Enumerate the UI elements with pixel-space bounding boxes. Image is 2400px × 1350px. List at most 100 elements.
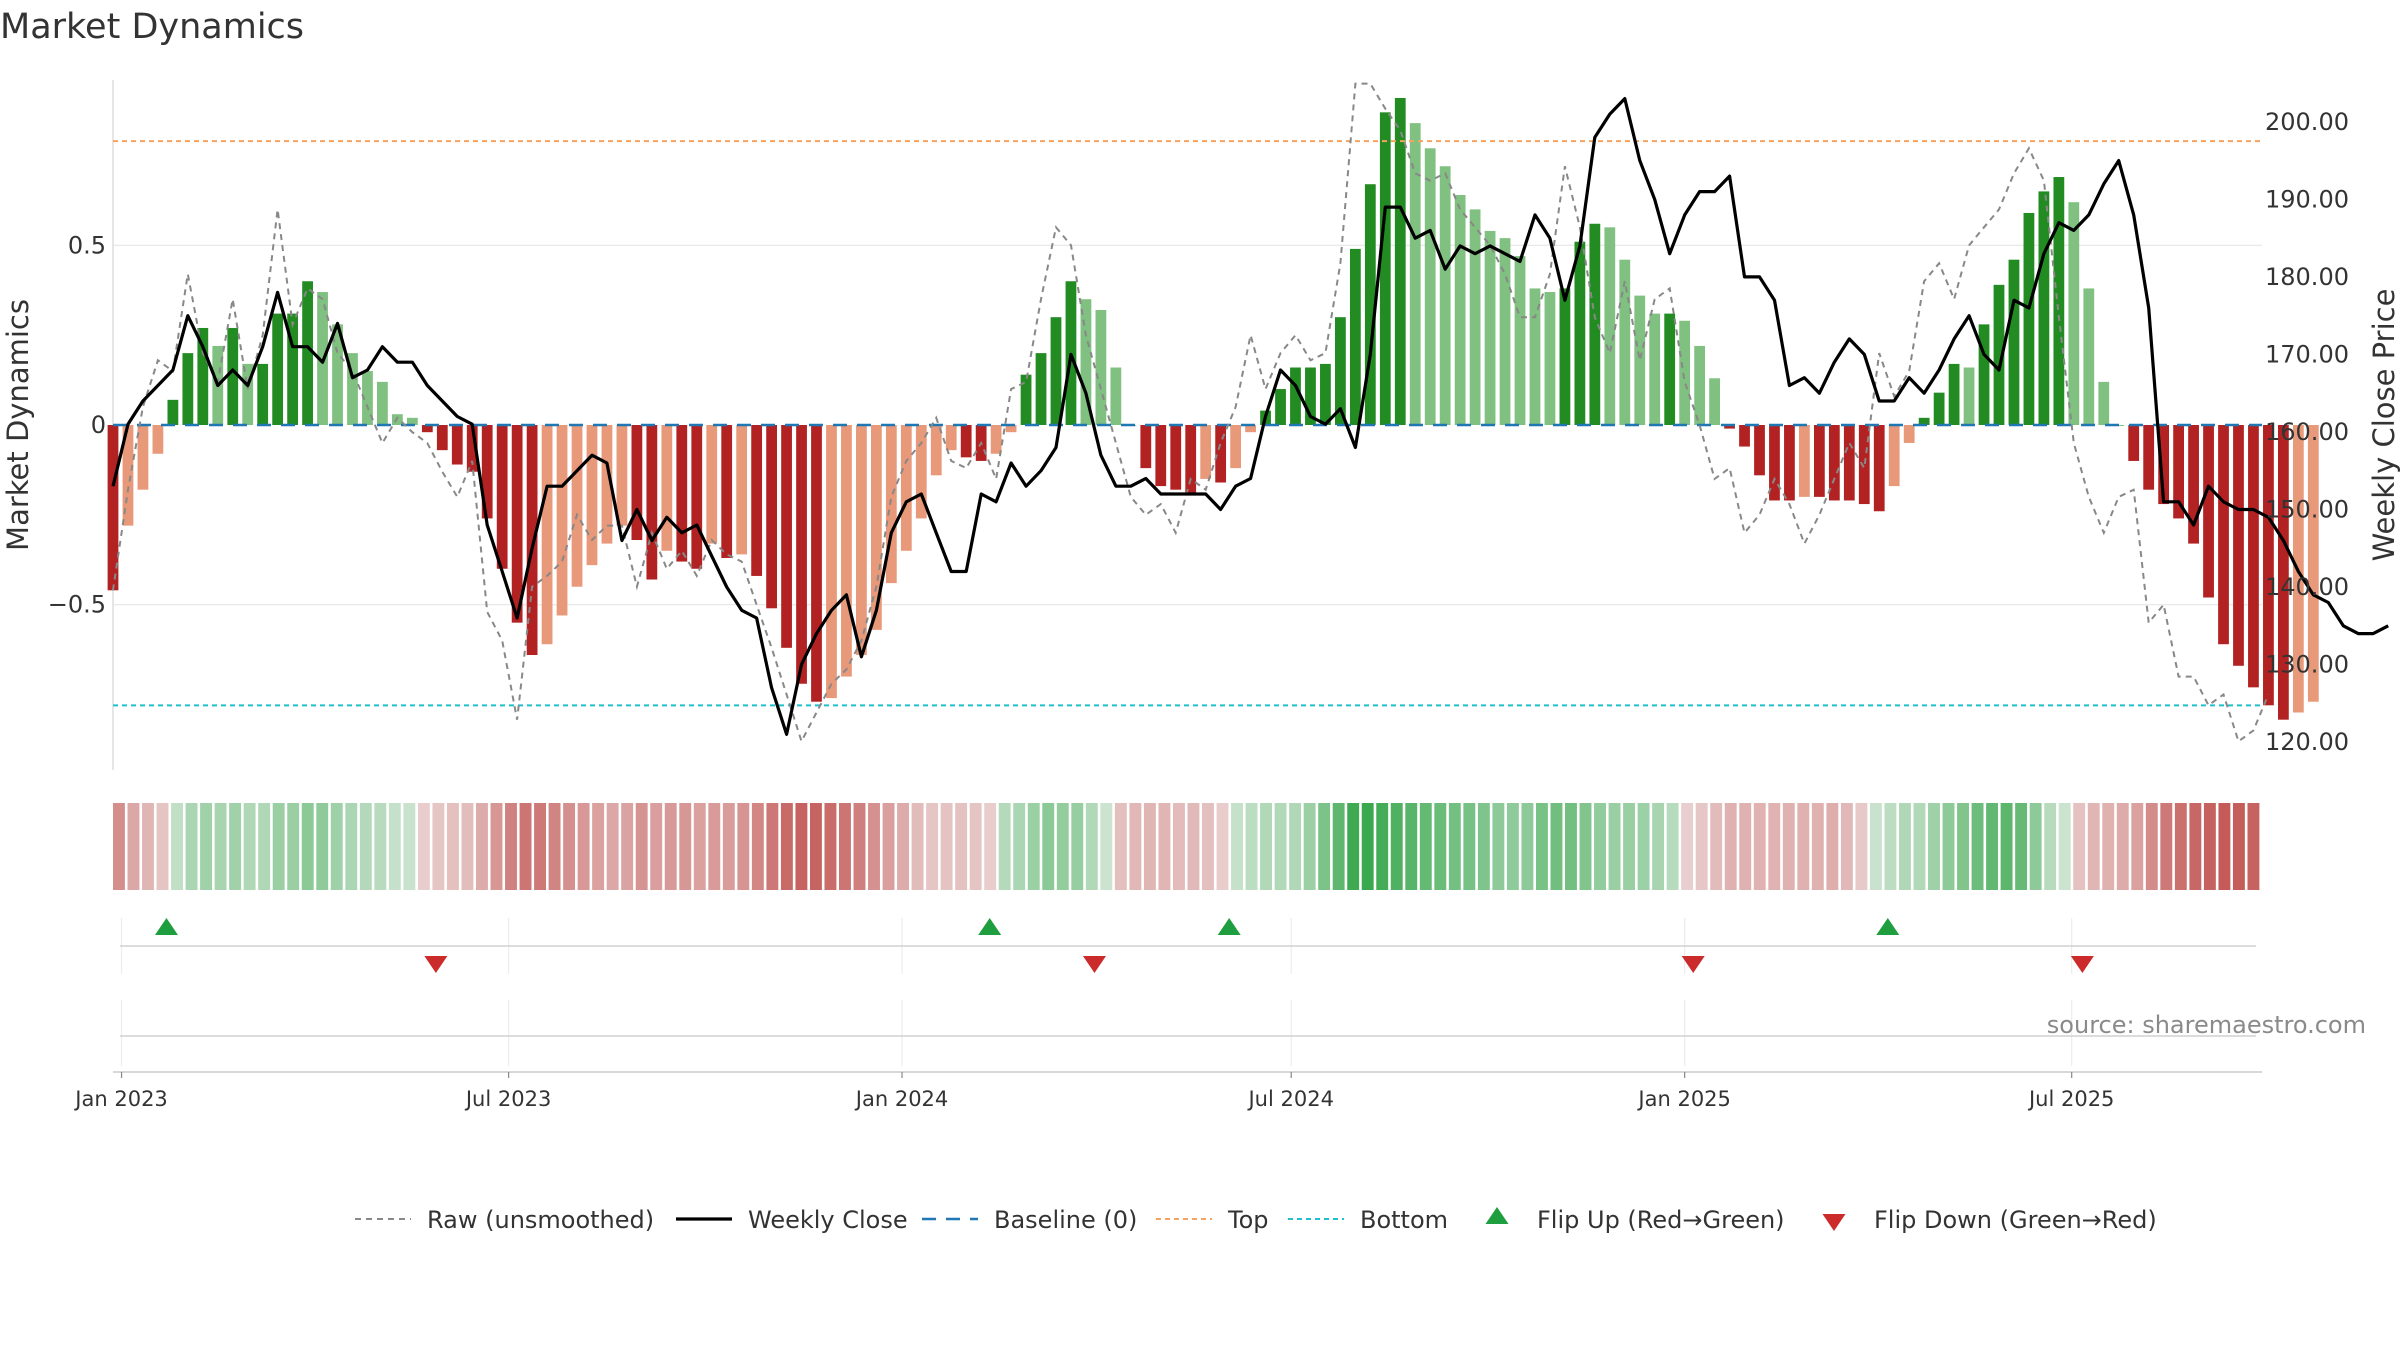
- heat-cell: [751, 803, 764, 890]
- heat-cell: [1492, 803, 1505, 890]
- flip-up-marker: [978, 918, 1002, 935]
- dynamics-bar: [766, 425, 777, 609]
- legend-item-raw: Raw (unsmoothed): [355, 1206, 654, 1234]
- right-tick-label: 140.00: [2265, 573, 2349, 601]
- heat-cell: [214, 803, 227, 890]
- heat-cell: [809, 803, 822, 890]
- heat-cell: [940, 803, 953, 890]
- dynamics-bar: [526, 425, 538, 655]
- heat-cell: [2218, 803, 2231, 890]
- heat-cell: [1710, 803, 1723, 890]
- dynamics-bar: [2128, 425, 2140, 461]
- heat-cell: [1594, 803, 1606, 890]
- heat-cell: [984, 803, 997, 890]
- heat-cell: [882, 803, 895, 890]
- dynamics-bar: [1335, 317, 1346, 425]
- heat-cell: [330, 803, 343, 890]
- right-tick-label: 200.00: [2265, 108, 2349, 136]
- dynamics-bar: [556, 425, 568, 616]
- heat-cell: [780, 803, 793, 890]
- dynamics-bar: [451, 425, 463, 465]
- reference-lines: [113, 140, 2262, 707]
- legend-item-close: Weekly Close: [676, 1206, 908, 1234]
- heat-cell: [1782, 803, 1795, 890]
- heat-cell: [1071, 803, 1084, 890]
- dynamics-bar: [1948, 363, 1960, 425]
- x-tick-label: Jan 2023: [73, 1087, 168, 1111]
- heat-cell: [1971, 803, 1984, 890]
- heat-cell: [1274, 803, 1287, 890]
- heat-cell: [2029, 803, 2042, 890]
- flip-markers-panel: [120, 918, 2256, 974]
- legend-label: Bottom: [1360, 1206, 1448, 1234]
- heat-cell: [868, 803, 880, 890]
- weekly-close-line: [111, 97, 2389, 736]
- heat-cell: [592, 803, 605, 890]
- dynamics-bar: [811, 425, 822, 702]
- heat-cell: [2174, 803, 2187, 890]
- dynamics-bar: [2277, 425, 2289, 720]
- dynamics-bar: [167, 399, 179, 425]
- heat-cell: [737, 803, 750, 890]
- heat-cell: [1550, 803, 1563, 890]
- heat-cell: [1216, 803, 1229, 890]
- heat-cell: [1172, 803, 1185, 890]
- dynamics-bar: [2068, 202, 2080, 425]
- heat-cell: [548, 803, 561, 890]
- dynamics-bar: [2233, 425, 2244, 666]
- dynamics-bar: [1364, 184, 1376, 425]
- dynamics-bar: [1589, 223, 1601, 425]
- heat-cell: [1318, 803, 1331, 890]
- dynamics-bar: [1305, 367, 1316, 425]
- right-axis-label: Weekly Close Price: [2367, 289, 2400, 562]
- dynamics-bar: [676, 425, 688, 562]
- dynamics-bar: [856, 425, 867, 655]
- heat-cell: [2073, 803, 2086, 890]
- heat-cell: [2131, 803, 2144, 890]
- dynamics-bar: [1095, 310, 1107, 425]
- dynamics-bar: [1185, 425, 1197, 494]
- heat-cell: [722, 803, 735, 890]
- heat-cell: [1942, 803, 1955, 890]
- heat-cell: [1405, 803, 1418, 890]
- heat-cell: [1448, 803, 1461, 890]
- dynamics-bar: [721, 425, 733, 558]
- dynamics-bar: [2038, 191, 2050, 425]
- dynamics-bar: [1754, 425, 1765, 476]
- dynamics-bar: [781, 425, 792, 648]
- dynamics-bar: [421, 425, 433, 433]
- heat-cell: [1535, 803, 1548, 890]
- heat-cell: [1231, 803, 1243, 890]
- heat-cell: [1013, 803, 1026, 890]
- heat-cell: [1840, 803, 1853, 890]
- heat-cell: [287, 803, 300, 890]
- heat-cell: [1913, 803, 1926, 890]
- legend-swatch: [1485, 1207, 1509, 1224]
- x-tick-label: Jul 2023: [464, 1087, 551, 1111]
- heat-cell: [998, 803, 1011, 890]
- legend-item-flipdown: Flip Down (Green→Red): [1822, 1206, 2157, 1234]
- dynamics-bar: [960, 425, 972, 458]
- dynamics-bars: [107, 97, 2319, 720]
- dynamics-bar: [1230, 425, 1242, 469]
- dynamics-bar: [1709, 378, 1720, 425]
- dynamics-bar: [1559, 288, 1571, 425]
- left-axis-label: Market Dynamics: [1, 299, 35, 551]
- legend-item-top: Top: [1156, 1206, 1269, 1234]
- heat-cell: [432, 803, 445, 890]
- right-tick-label: 130.00: [2265, 651, 2349, 679]
- legend-label: Top: [1227, 1206, 1269, 1234]
- heat-cell: [897, 803, 910, 890]
- dynamics-bar: [1903, 425, 1915, 443]
- dynamics-bar: [930, 425, 942, 476]
- heat-cell: [795, 803, 808, 890]
- dynamics-bar: [302, 281, 313, 425]
- dynamics-bar: [2023, 212, 2035, 425]
- dynamics-bar: [2307, 425, 2319, 702]
- dynamics-bar: [1529, 288, 1541, 425]
- heat-cell: [243, 803, 256, 890]
- heat-cell: [185, 803, 198, 890]
- heat-cell: [1361, 803, 1374, 890]
- regime-heat-strip: [113, 803, 2260, 890]
- heat-cell: [679, 803, 692, 890]
